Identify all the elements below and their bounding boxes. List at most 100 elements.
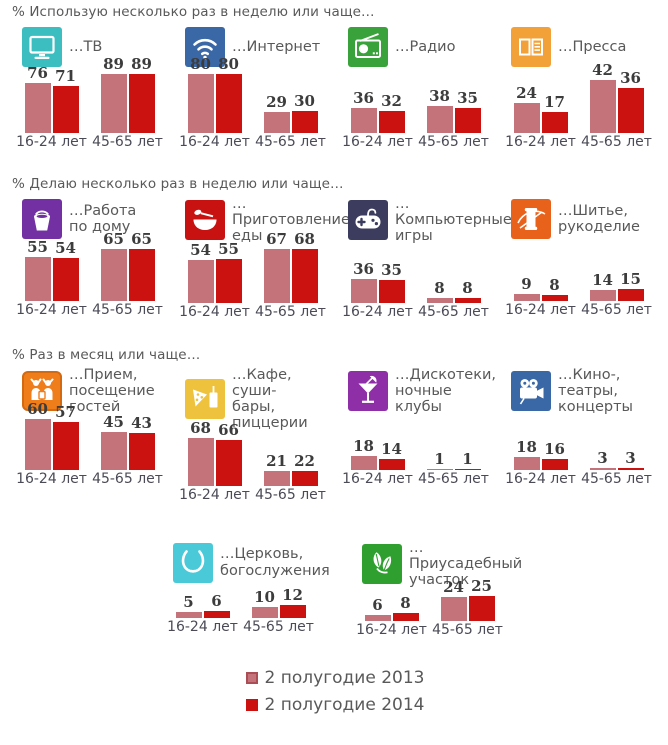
mini-chart: …Церковь, богослужения 5 6 16-24 лет 10 12 45-…	[159, 538, 330, 636]
chart-title: …Работа по дому	[69, 202, 137, 235]
section-row: % Использую несколько раз в неделю или ч…	[8, 4, 662, 150]
bar-2013	[187, 438, 214, 487]
value-label: 6	[211, 592, 222, 611]
value-label: 80	[190, 54, 211, 73]
bar-2013	[513, 102, 540, 133]
group-label: 16-24 лет	[16, 471, 87, 488]
legend-swatch	[245, 699, 258, 712]
bar-2013	[24, 82, 51, 133]
bar-2013	[187, 73, 214, 133]
bar-2013	[513, 293, 540, 301]
bar-2014	[454, 469, 481, 471]
chart-title: …Интернет	[232, 38, 321, 55]
bar-2014	[128, 73, 155, 133]
bar-2013	[100, 73, 127, 133]
group-label: 45-65 лет	[581, 301, 652, 318]
bar-2013	[589, 468, 616, 471]
value-label: 21	[266, 452, 287, 471]
bowl-icon	[185, 200, 225, 241]
chart-title: …Дискотеки, ночные клубы	[395, 366, 497, 416]
value-label: 8	[400, 593, 411, 612]
chart-title: …Приусадебный участок	[409, 539, 523, 589]
group-label: 45-65 лет	[418, 133, 489, 150]
bar-2014	[378, 459, 405, 471]
value-label: 89	[103, 54, 124, 73]
bar-2013	[364, 614, 391, 621]
age-group: 67 68 45-65 лет	[253, 232, 329, 320]
value-label: 68	[190, 419, 211, 438]
bar-2013	[100, 248, 127, 301]
group-label: 45-65 лет	[255, 133, 326, 150]
age-group: 45 43 45-65 лет	[90, 415, 166, 487]
bar-2014	[541, 294, 568, 301]
age-group: 8 8 45-65 лет	[416, 281, 492, 320]
legend: 2 полугодие 2013 2 полугодие 2014	[8, 668, 662, 715]
bar-2014	[617, 288, 644, 301]
age-group: 18 14 16-24 лет	[340, 439, 416, 487]
section-row: % Раз в месяц или чаще… …Прием, посещение…	[8, 347, 662, 504]
value-label: 18	[353, 437, 374, 456]
mini-chart: …Приготовление еды 54 55 16-24 лет 67 68 45-65…	[171, 194, 350, 321]
wifi-icon	[185, 27, 225, 67]
bar-2013	[513, 457, 540, 471]
bar-2013	[426, 105, 453, 133]
bar-2014	[378, 110, 405, 133]
group-label: 16-24 лет	[505, 301, 576, 318]
legend-item: 2 полугодие 2013	[245, 668, 424, 688]
bar-2014	[454, 107, 481, 133]
chart-title: …Приготовление еды	[232, 196, 350, 245]
value-label: 68	[294, 230, 315, 249]
age-group: 36 32 16-24 лет	[340, 90, 416, 150]
age-group: 1 1 45-65 лет	[416, 452, 492, 487]
bar-2013	[426, 469, 453, 471]
chart-title: …Компьютерные игры	[395, 196, 512, 245]
value-label: 18	[516, 438, 537, 457]
bar-2013	[440, 596, 467, 621]
pizza-icon	[185, 379, 225, 420]
group-label: 45-65 лет	[92, 301, 163, 318]
mini-chart: …ТВ 76 71 16-24 лет 89 89 45-65 лет	[8, 22, 171, 150]
mini-chart: …Дискотеки, ночные клубы 18 14 16-24 лет 1 1 4…	[334, 365, 497, 488]
value-label: 8	[549, 275, 560, 294]
group-label: 16-24 лет	[179, 487, 250, 504]
bar-2013	[263, 471, 290, 487]
value-label: 71	[55, 66, 76, 85]
bar-2013	[100, 432, 127, 471]
group-label: 16-24 лет	[16, 133, 87, 150]
group-label: 45-65 лет	[255, 487, 326, 504]
bar-2014	[128, 248, 155, 301]
value-label: 17	[544, 92, 565, 111]
age-group: 80 80 16-24 лет	[177, 54, 253, 150]
bar-2014	[392, 612, 419, 621]
value-label: 57	[55, 403, 76, 422]
bar-2013	[175, 612, 202, 619]
value-label: 43	[131, 414, 152, 433]
gamepad-icon	[348, 200, 388, 241]
group-label: 16-24 лет	[505, 471, 576, 488]
bar-2014	[541, 459, 568, 471]
group-label: 45-65 лет	[418, 471, 489, 488]
value-label: 36	[620, 68, 641, 87]
section-row: …Церковь, богослужения 5 6 16-24 лет 10 12 45-…	[8, 538, 662, 639]
value-label: 35	[457, 88, 478, 107]
value-label: 66	[218, 421, 239, 440]
bar-2014	[291, 249, 318, 304]
group-label: 45-65 лет	[581, 133, 652, 150]
bar-2013	[263, 111, 290, 133]
value-label: 55	[218, 240, 239, 259]
chart-title: …Пресса	[558, 38, 627, 55]
group-label: 16-24 лет	[342, 471, 413, 488]
value-label: 10	[254, 588, 275, 607]
chart-title: …Церковь, богослужения	[220, 546, 330, 579]
bar-2014	[52, 85, 79, 133]
bar-2013	[589, 79, 616, 133]
bar-2014	[617, 468, 644, 471]
bar-2013	[24, 256, 51, 301]
value-label: 24	[516, 83, 537, 102]
age-group: 55 54 16-24 лет	[14, 239, 90, 318]
value-label: 32	[381, 91, 402, 110]
mini-chart: …Пресса 24 17 16-24 лет 42 36 45-65 лет	[497, 22, 660, 150]
hands-icon	[173, 542, 213, 583]
chart-title: …ТВ	[69, 38, 103, 55]
bar-2014	[215, 73, 242, 133]
